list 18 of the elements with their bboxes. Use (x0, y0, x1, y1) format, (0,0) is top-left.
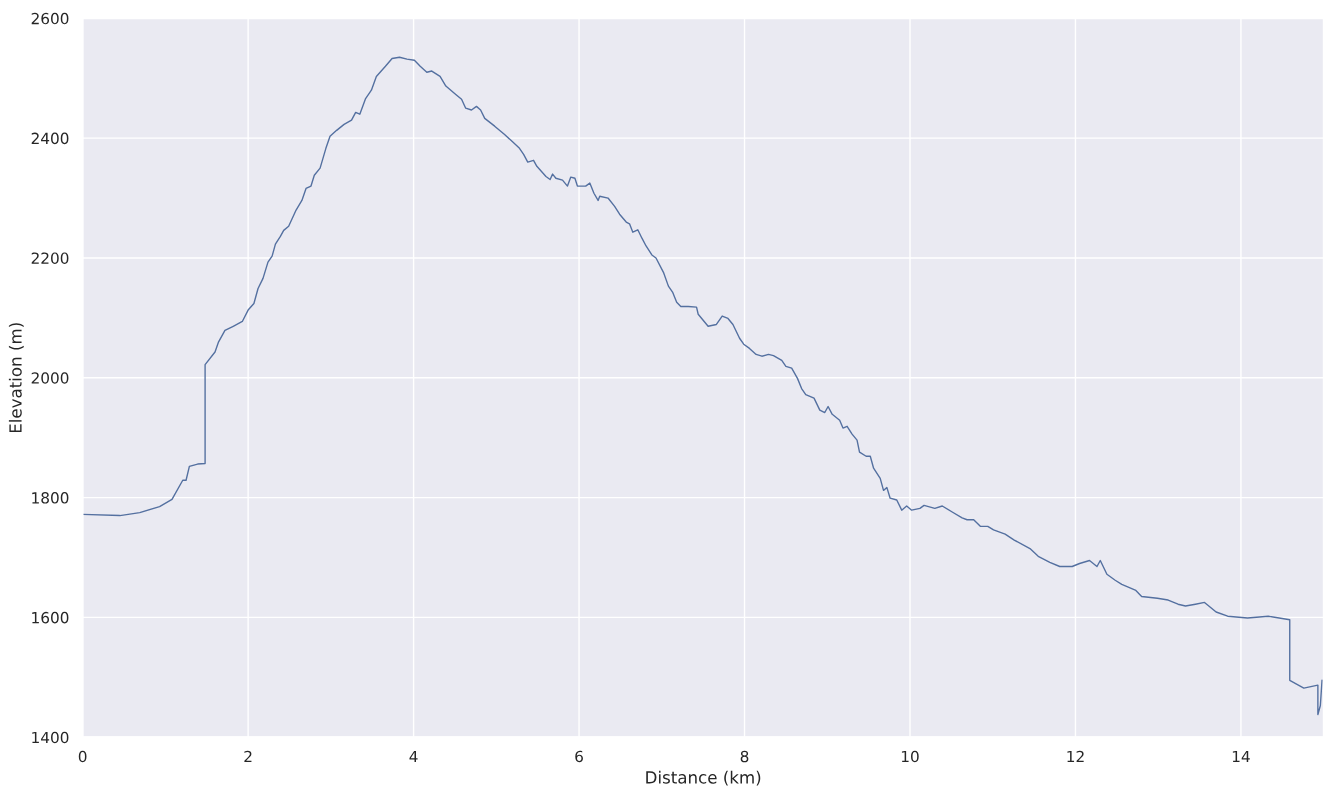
y-tick-label: 2400 (31, 132, 69, 145)
x-tick-label: 8 (740, 750, 749, 763)
y-tick-label: 2600 (31, 12, 69, 25)
line-series (82, 56, 1323, 716)
y-tick-label: 1400 (32, 731, 69, 744)
y-tick-label: 2000 (31, 372, 69, 384)
y-tick-label: 2200 (31, 252, 69, 264)
x-axis-title: Distance (km) (646, 770, 761, 786)
x-tick-label: 0 (78, 750, 87, 763)
y-tick-label: 1800 (32, 492, 69, 504)
x-tick-label: 12 (1067, 750, 1084, 763)
x-tick-label: 4 (409, 750, 418, 763)
x-tick-label: 2 (244, 750, 252, 763)
y-axis-title: Elevation (m) (8, 323, 24, 433)
x-tick-label: 6 (575, 750, 583, 763)
x-tick-label: 14 (1232, 750, 1250, 763)
y-tick-label: 1600 (32, 611, 69, 624)
x-tick-label: 10 (901, 750, 919, 763)
